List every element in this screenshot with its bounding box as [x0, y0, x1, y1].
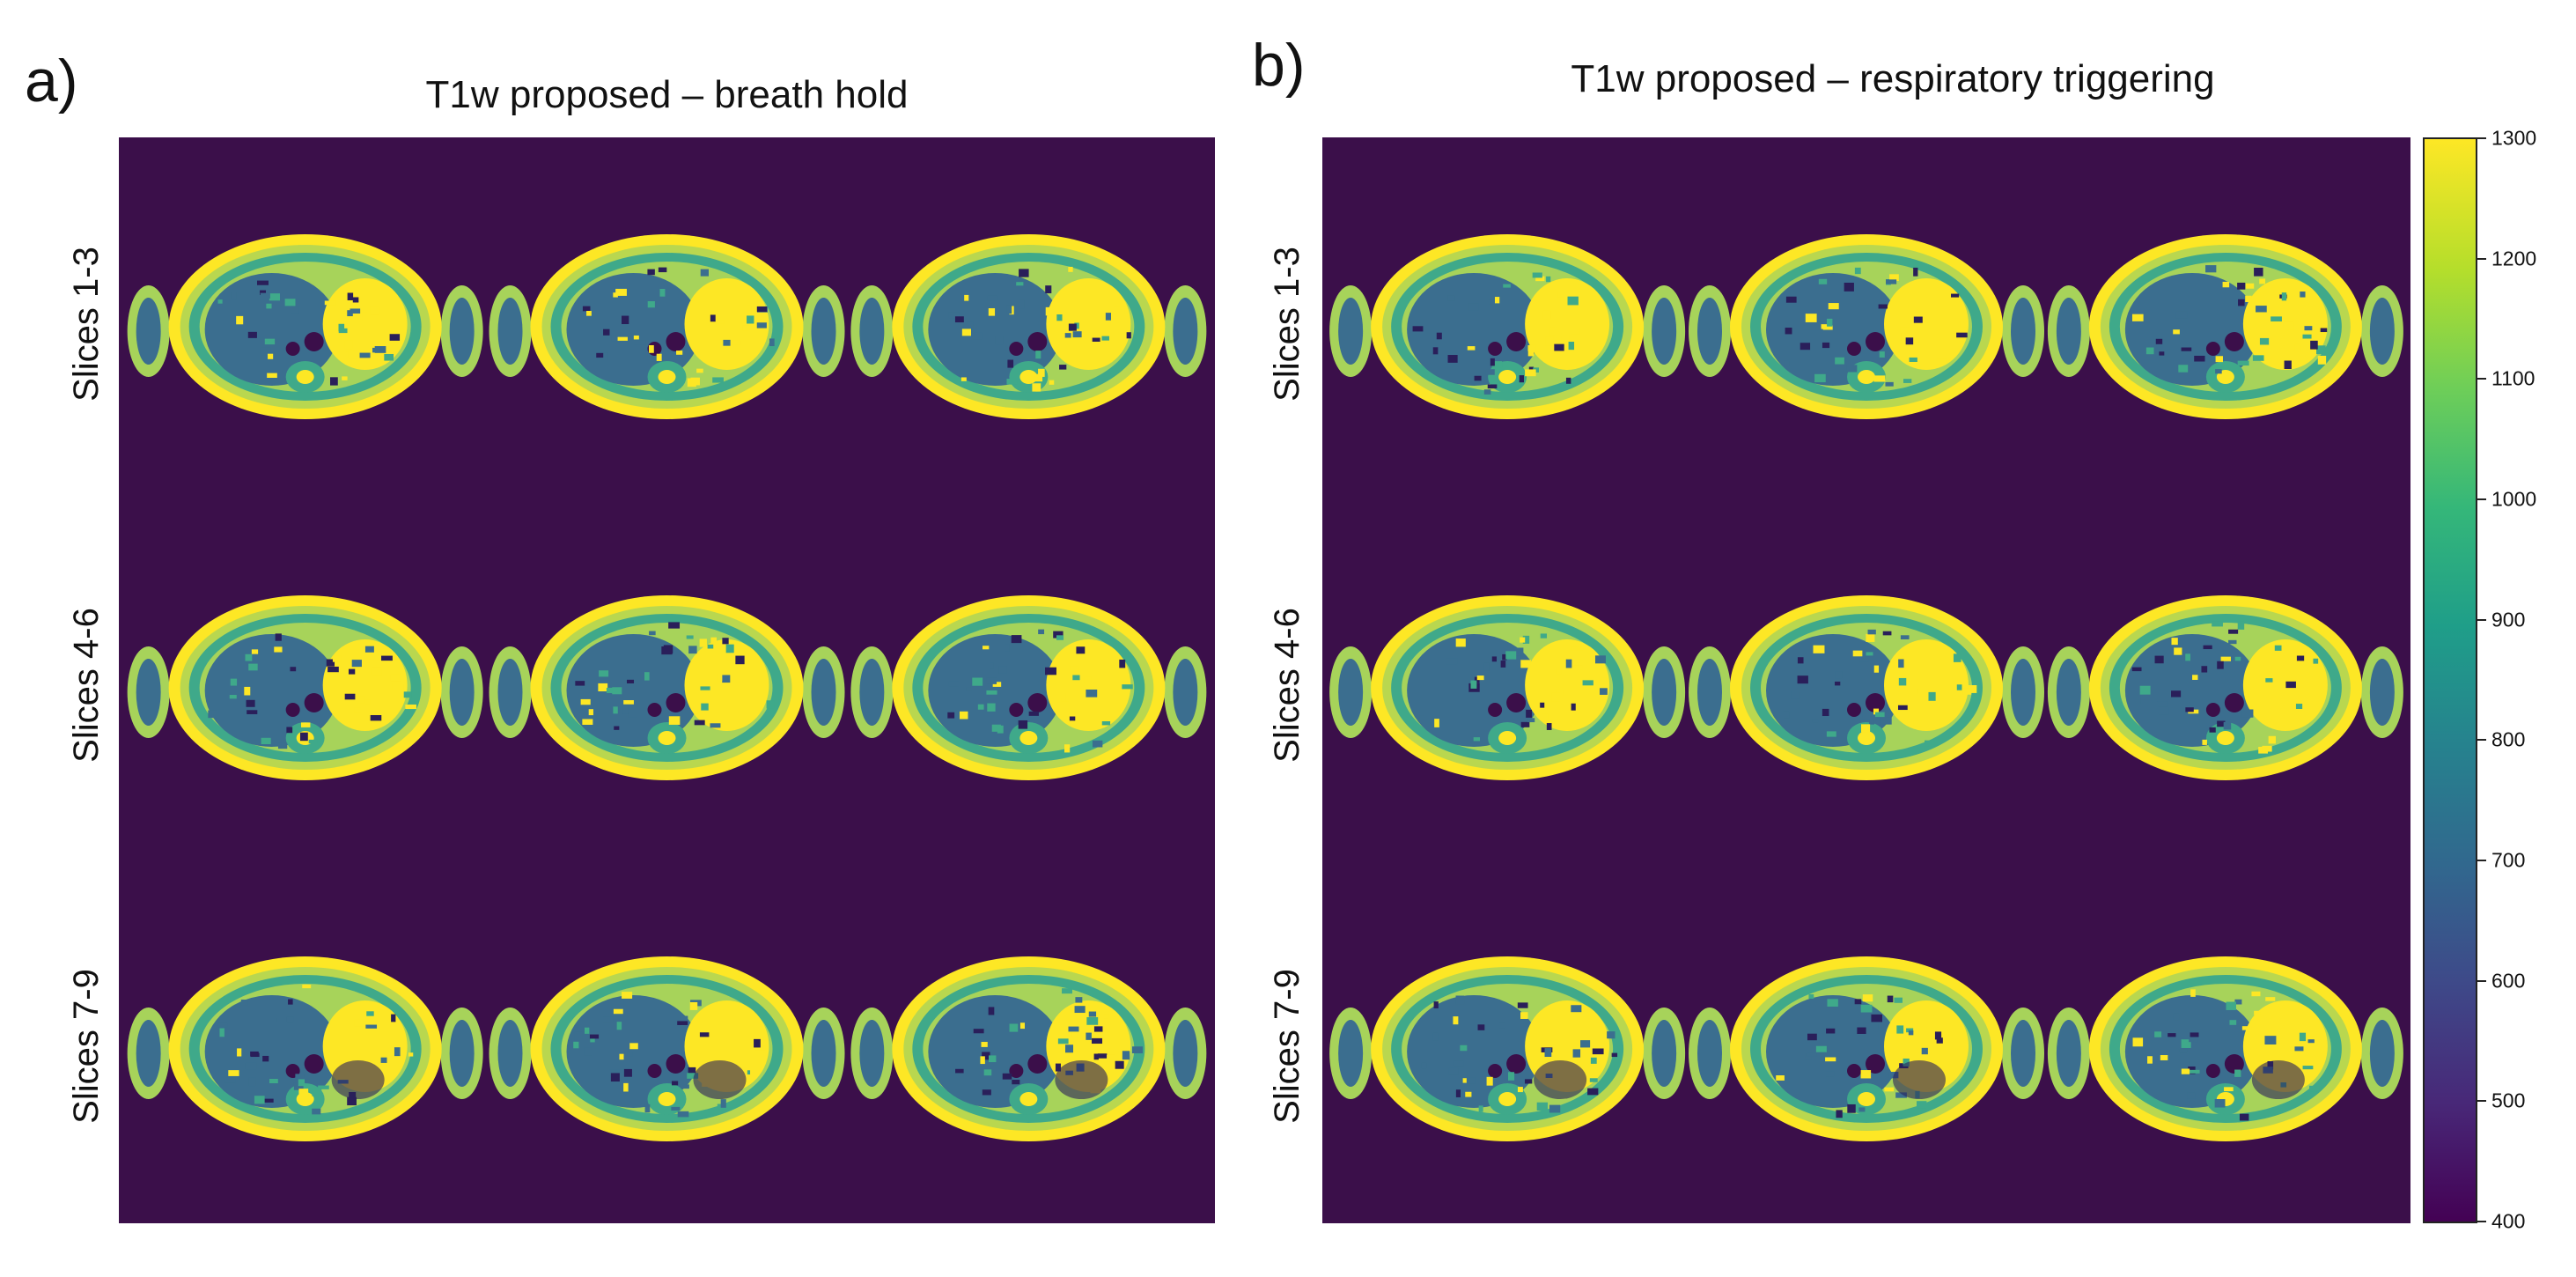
colorbar-tick	[2477, 257, 2486, 260]
colorbar-tick	[2477, 979, 2486, 982]
panel-b-letter: b)	[1252, 32, 1306, 99]
colorbar-tick-label: 800	[2491, 727, 2526, 751]
colorbar-tick-label: 500	[2491, 1089, 2526, 1112]
slice-image	[127, 595, 483, 780]
slice-image	[2047, 956, 2403, 1141]
slice-image	[489, 234, 845, 419]
panel-b-image	[1322, 137, 2410, 1223]
colorbar	[2423, 137, 2477, 1223]
colorbar-tick	[2477, 137, 2486, 139]
slice-image	[850, 956, 1207, 1141]
colorbar-tick-label: 400	[2491, 1209, 2526, 1233]
panel-b-row-label-3: Slices 7-9	[1268, 969, 1306, 1124]
colorbar-tick	[2477, 618, 2486, 621]
slice-image	[489, 956, 845, 1141]
slice-image	[850, 234, 1207, 419]
panel-a-title: T1w proposed – breath hold	[425, 73, 909, 116]
colorbar-tick	[2477, 739, 2486, 742]
colorbar-tick-label: 600	[2491, 969, 2526, 993]
colorbar-tick-label: 700	[2491, 848, 2526, 872]
slice-image	[1329, 234, 1686, 419]
colorbar-tick-label: 900	[2491, 608, 2526, 631]
slice-image	[2047, 595, 2403, 780]
slice-image	[127, 956, 483, 1141]
panel-a-letter: a)	[25, 48, 78, 114]
panel-a-row-label-1: Slices 1-3	[67, 247, 106, 402]
panel-a-row-label-2: Slices 4-6	[67, 608, 106, 763]
slice-image	[489, 595, 845, 780]
panel-b-row-label-2: Slices 4-6	[1268, 608, 1306, 763]
colorbar-tick-label: 1000	[2491, 487, 2537, 511]
panel-b-row-label-1: Slices 1-3	[1268, 247, 1306, 402]
colorbar-tick	[2477, 378, 2486, 380]
slice-image	[1329, 956, 1686, 1141]
colorbar-tick	[2477, 860, 2486, 861]
panel-b-slices	[1329, 234, 2403, 1141]
colorbar-tick-label: 1200	[2491, 247, 2537, 270]
colorbar-tick-label: 1300	[2491, 126, 2537, 150]
colorbar-tick-label: 1100	[2491, 366, 2536, 390]
panel-a-row-label-3: Slices 7-9	[67, 969, 106, 1124]
slice-image	[1689, 595, 2044, 780]
slice-image	[1689, 234, 2044, 419]
slice-image	[850, 595, 1207, 780]
colorbar-tick	[2477, 498, 2486, 500]
panel-a-slices	[127, 234, 1207, 1141]
colorbar-tick	[2477, 1221, 2486, 1222]
panel-a-image	[119, 137, 1215, 1223]
slice-image	[1329, 595, 1686, 780]
slice-image	[127, 234, 483, 419]
slice-image	[1689, 956, 2044, 1141]
panel-b-title: T1w proposed – respiratory triggering	[1571, 57, 2215, 100]
colorbar-tick	[2477, 1100, 2486, 1103]
slice-image	[2047, 234, 2403, 419]
